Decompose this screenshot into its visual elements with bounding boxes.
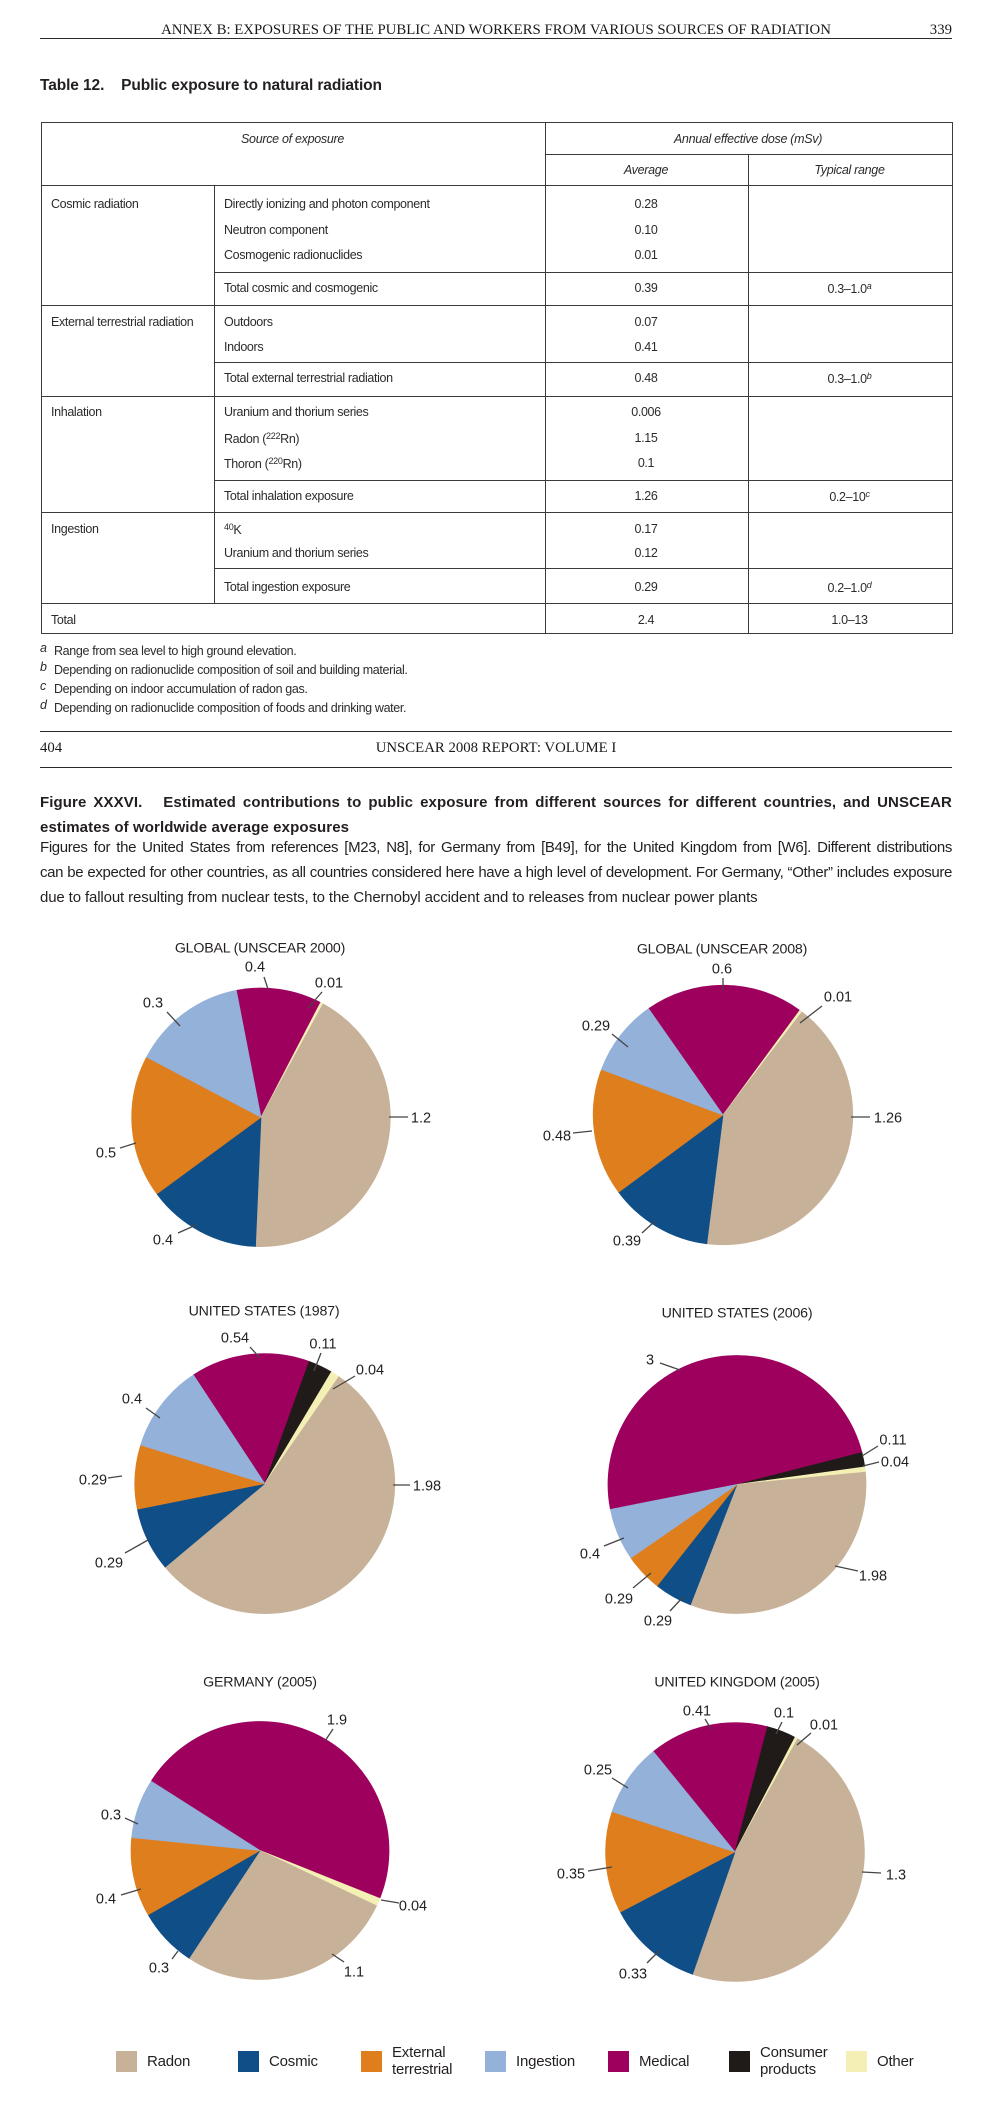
svg-text:0.29: 0.29 — [79, 1473, 107, 1489]
svg-text:GERMANY (2005): GERMANY (2005) — [203, 1675, 317, 1691]
svg-text:1.1: 1.1 — [344, 1965, 364, 1981]
svg-text:0.41: 0.41 — [683, 1704, 711, 1720]
svg-text:0.29: 0.29 — [582, 1019, 610, 1035]
svg-text:GLOBAL (UNSCEAR 2000): GLOBAL (UNSCEAR 2000) — [175, 941, 345, 957]
svg-text:UNITED KINGDOM (2005): UNITED KINGDOM (2005) — [654, 1675, 819, 1691]
svg-text:0.29: 0.29 — [644, 1614, 672, 1630]
svg-text:0.33: 0.33 — [619, 1967, 647, 1983]
svg-text:0.54: 0.54 — [221, 1331, 249, 1347]
svg-text:3: 3 — [646, 1353, 654, 1369]
svg-text:0.29: 0.29 — [95, 1556, 123, 1572]
svg-text:0.4: 0.4 — [580, 1547, 600, 1563]
svg-text:1.98: 1.98 — [413, 1479, 441, 1495]
svg-text:0.01: 0.01 — [315, 976, 343, 992]
svg-text:0.04: 0.04 — [356, 1363, 384, 1379]
svg-text:0.3: 0.3 — [149, 1961, 169, 1977]
svg-text:0.4: 0.4 — [122, 1392, 142, 1408]
svg-text:0.1: 0.1 — [774, 1706, 794, 1722]
svg-text:0.25: 0.25 — [584, 1763, 612, 1779]
svg-text:0.3: 0.3 — [101, 1808, 121, 1824]
svg-text:1.98: 1.98 — [859, 1569, 887, 1585]
svg-text:1.2: 1.2 — [411, 1111, 431, 1127]
svg-text:0.11: 0.11 — [879, 1433, 906, 1449]
svg-text:0.4: 0.4 — [96, 1892, 116, 1908]
svg-text:0.48: 0.48 — [543, 1129, 571, 1145]
svg-text:1.26: 1.26 — [874, 1111, 902, 1127]
svg-text:0.39: 0.39 — [613, 1234, 641, 1250]
svg-text:0.11: 0.11 — [309, 1337, 336, 1353]
svg-text:0.4: 0.4 — [245, 960, 265, 976]
svg-text:0.3: 0.3 — [143, 996, 163, 1012]
svg-text:UNITED STATES (2006): UNITED STATES (2006) — [662, 1306, 813, 1322]
svg-text:0.5: 0.5 — [96, 1146, 116, 1162]
svg-text:0.01: 0.01 — [824, 990, 852, 1006]
svg-text:GLOBAL (UNSCEAR 2008): GLOBAL (UNSCEAR 2008) — [637, 942, 807, 958]
svg-text:1.3: 1.3 — [886, 1868, 906, 1884]
svg-text:0.29: 0.29 — [605, 1592, 633, 1608]
svg-text:0.01: 0.01 — [810, 1718, 838, 1734]
svg-text:UNITED STATES (1987): UNITED STATES (1987) — [189, 1304, 340, 1320]
svg-text:0.04: 0.04 — [399, 1899, 427, 1915]
svg-text:0.6: 0.6 — [712, 962, 732, 978]
svg-text:1.9: 1.9 — [327, 1713, 347, 1729]
svg-text:0.4: 0.4 — [153, 1233, 173, 1249]
svg-text:0.35: 0.35 — [557, 1867, 585, 1883]
svg-text:0.04: 0.04 — [881, 1455, 909, 1471]
